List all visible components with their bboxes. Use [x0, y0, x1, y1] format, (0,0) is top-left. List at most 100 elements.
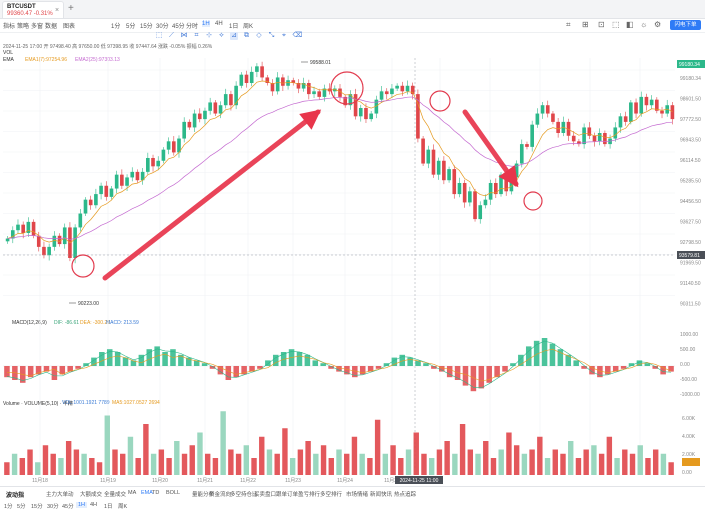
- bottom-bar: 波动指 主力大单动 大额成交 全量成交 MA EMA TD BOLL 量能分布 资金流向 多空持仓比…: [0, 486, 705, 512]
- toolbar-item[interactable]: 5分: [126, 24, 136, 30]
- period-button[interactable]: 1日: [104, 504, 113, 510]
- toolbar-item[interactable]: 分时: [186, 24, 199, 30]
- candle-body: [660, 110, 664, 114]
- volume-bar: [629, 453, 636, 475]
- period-button[interactable]: 1H: [76, 502, 88, 508]
- grid-icon[interactable]: ⌗: [566, 20, 571, 29]
- indicator-category[interactable]: 大额成交: [80, 492, 103, 498]
- shape-tool-icon[interactable]: ⟡: [219, 32, 224, 39]
- cross-tool-icon[interactable]: ⊹: [206, 32, 212, 39]
- candle-body: [114, 174, 119, 189]
- indicator-category[interactable]: 新闻快讯: [370, 492, 393, 498]
- price-tick-label: 96114.50: [680, 158, 701, 164]
- trendline-tool-icon[interactable]: ⟋: [169, 32, 174, 39]
- copy-tool-icon[interactable]: ⧉: [244, 32, 249, 39]
- toolbar-item[interactable]: 周K: [243, 24, 254, 30]
- fullscreen-icon[interactable]: ⬚: [612, 20, 620, 29]
- toolbar-item[interactable]: 图表: [63, 24, 76, 30]
- indicator-category[interactable]: 多空排行: [320, 492, 343, 498]
- price-tick-label: 98601.50: [680, 97, 701, 103]
- period-button[interactable]: 30分: [47, 504, 59, 510]
- period-button[interactable]: 周K: [118, 504, 128, 510]
- indicator-category[interactable]: 热点追踪: [394, 492, 417, 498]
- macd-label[interactable]: MACD(12,26,9): [12, 320, 47, 326]
- period-button[interactable]: 4H: [90, 502, 98, 508]
- fib-tool-icon[interactable]: ⌗: [194, 32, 199, 39]
- ema2-value: EMA2(25):97303.13: [75, 57, 120, 63]
- candle-body: [343, 96, 348, 106]
- toolbar-item[interactable]: 45分: [172, 24, 185, 30]
- target-tool-icon[interactable]: ⌖: [282, 32, 286, 39]
- period-button[interactable]: 1分: [4, 504, 13, 510]
- candle-body: [192, 113, 197, 128]
- theme-icon[interactable]: ◧: [626, 20, 634, 29]
- indicator-category[interactable]: 市场情绪: [346, 492, 369, 498]
- layout-icon[interactable]: ⊞: [582, 20, 589, 29]
- macd-histogram-bar: [241, 366, 247, 375]
- volume-bar: [436, 449, 443, 475]
- toolbar-item[interactable]: 30分: [156, 24, 169, 30]
- macd-histogram-bar: [249, 366, 255, 372]
- triangle-tool-icon[interactable]: ⊿: [230, 32, 238, 40]
- candle-body: [5, 238, 10, 242]
- indicator-category[interactable]: BOLL: [166, 490, 181, 496]
- volume-bar: [112, 449, 118, 475]
- symbol-tab[interactable]: BTCUSDT 99360.47 -0.31% ×: [2, 1, 64, 18]
- settings-icon[interactable]: ⚙: [654, 20, 662, 29]
- toolbar-item[interactable]: 1分: [111, 24, 121, 30]
- channel-tool-icon[interactable]: ⋈: [180, 32, 188, 39]
- candle-body: [504, 174, 509, 192]
- indicator-category[interactable]: 买卖盘口: [254, 492, 277, 498]
- period-button[interactable]: 5分: [17, 504, 26, 510]
- period-button[interactable]: 45分: [62, 504, 74, 510]
- ema-label[interactable]: EMA: [3, 57, 14, 63]
- candle-body: [535, 113, 540, 125]
- screenshot-icon[interactable]: ⊡: [598, 20, 605, 29]
- volume-bar: [529, 449, 535, 475]
- candle-body: [525, 144, 529, 147]
- quick-order-button[interactable]: 闪电下单: [670, 20, 701, 30]
- candle-body: [421, 138, 425, 164]
- eraser-tool-icon[interactable]: ⌫: [292, 32, 303, 39]
- toolbar-item[interactable]: 策略: [17, 24, 30, 30]
- toolbar-item[interactable]: 4H: [215, 21, 223, 27]
- close-icon[interactable]: ×: [55, 7, 60, 14]
- toolbar-item[interactable]: 多窗: [31, 24, 44, 30]
- indicator-category[interactable]: MA: [128, 490, 137, 496]
- indicator-category[interactable]: 量能分布: [192, 492, 215, 498]
- toolbar-item[interactable]: 1日: [229, 24, 239, 30]
- indicator-category[interactable]: 全量成交: [104, 492, 127, 498]
- indicator-category[interactable]: 跟单订单: [276, 492, 299, 498]
- candle-body: [353, 94, 358, 117]
- indicator-category[interactable]: 资金流向: [209, 492, 232, 498]
- crosshair-price-tag: [677, 251, 705, 259]
- macd-histogram-bar: [589, 366, 595, 375]
- indicator-category[interactable]: 主力大单动: [46, 492, 74, 498]
- toolbar-item[interactable]: 15分: [140, 24, 153, 30]
- volume-label[interactable]: Volume · VOLUME(5,10) · 半精: [3, 401, 73, 407]
- period-button[interactable]: 15分: [31, 504, 43, 510]
- toolbar-item[interactable]: 数据: [45, 24, 58, 30]
- indicator-category[interactable]: 多空持仓比: [230, 492, 258, 498]
- candle-body: [291, 80, 296, 83]
- indicator-category[interactable]: 盈亏排行: [298, 492, 321, 498]
- macd-histogram-bar: [454, 366, 461, 380]
- indicator-category[interactable]: TD: [152, 490, 160, 496]
- brightness-icon[interactable]: ☼: [640, 20, 648, 29]
- macd-histogram-bar: [59, 366, 66, 375]
- indicator-category[interactable]: 波动指: [6, 493, 25, 499]
- diamond-tool-icon[interactable]: ◇: [256, 32, 262, 39]
- toolbar-item[interactable]: 指标: [3, 24, 16, 30]
- candle-body: [462, 182, 467, 203]
- volume-bar: [289, 458, 296, 475]
- indicator-category[interactable]: EMA: [141, 490, 153, 496]
- toolbar-item[interactable]: 1H: [202, 21, 210, 27]
- add-tab-icon[interactable]: +: [68, 3, 74, 14]
- candle-body: [244, 74, 249, 83]
- vol-toggle[interactable]: VOL: [3, 50, 14, 56]
- measure-tool-icon[interactable]: ⤡: [268, 32, 275, 39]
- rect-tool-icon[interactable]: ⬚: [155, 32, 163, 39]
- candle-body: [301, 82, 306, 89]
- candle-body: [213, 102, 218, 114]
